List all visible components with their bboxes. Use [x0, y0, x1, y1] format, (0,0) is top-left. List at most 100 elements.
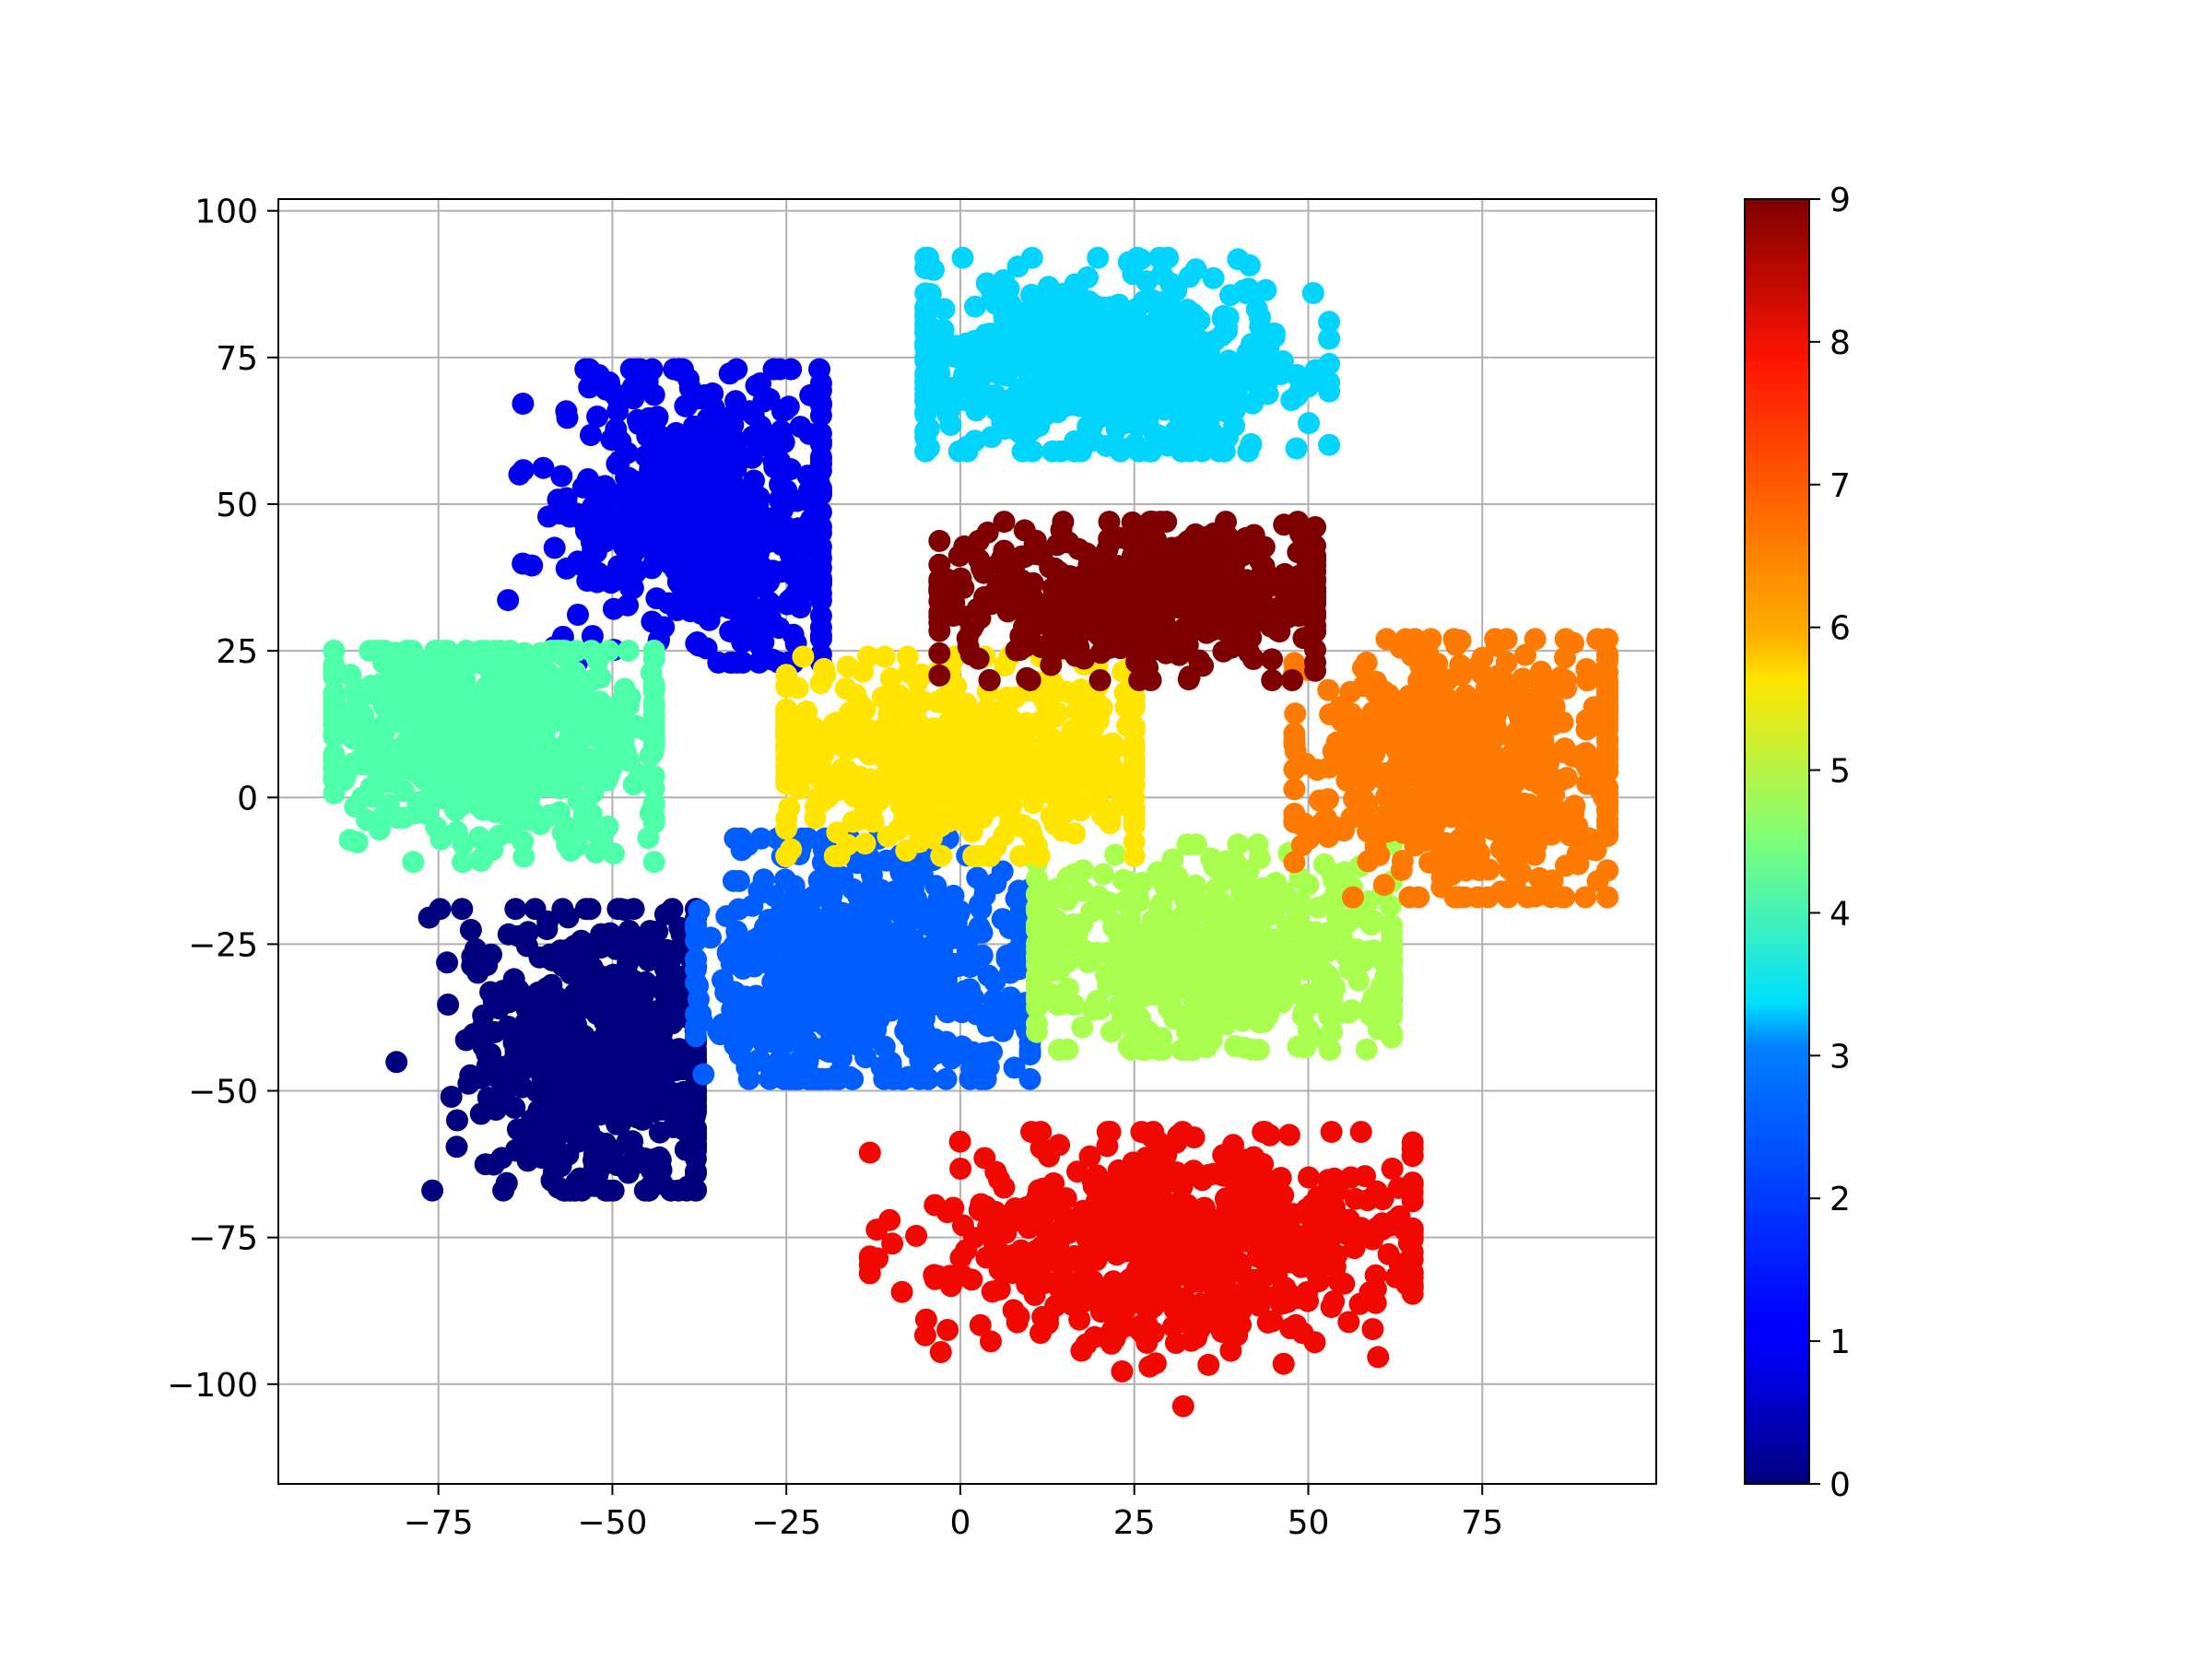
scatter-point — [718, 457, 741, 480]
scatter-point — [1183, 1026, 1206, 1049]
scatter-point — [594, 1152, 618, 1175]
scatter-point — [722, 414, 745, 436]
scatter-point — [323, 765, 346, 788]
scatter-point — [453, 793, 476, 816]
scatter-point — [1249, 315, 1272, 338]
scatter-point — [853, 832, 877, 855]
scatter-point — [1176, 895, 1198, 918]
scatter-point — [1318, 371, 1341, 394]
scatter-point — [826, 821, 849, 844]
scatter-point — [898, 724, 921, 747]
scatter-point — [642, 383, 665, 406]
scatter-point — [1417, 723, 1440, 746]
scatter-point — [1240, 432, 1263, 455]
scatter-point — [1374, 965, 1397, 988]
scatter-point — [1184, 833, 1207, 856]
scatter-point — [809, 616, 832, 639]
scatter-point — [981, 284, 1004, 307]
scatter-point — [617, 466, 640, 489]
scatter-point — [915, 978, 938, 1001]
scatter-point — [445, 1135, 468, 1159]
scatter-point — [1506, 720, 1528, 743]
scatter-point — [930, 844, 953, 867]
scatter-point — [771, 534, 794, 557]
scatter-point — [1217, 306, 1240, 329]
scatter-point — [947, 747, 971, 770]
scatter-point — [1484, 712, 1507, 735]
scatter-point — [1355, 651, 1378, 674]
scatter-point — [1135, 270, 1159, 293]
scatter-point — [760, 954, 782, 977]
scatter-point — [813, 657, 835, 680]
scatter-point — [529, 1110, 552, 1133]
scatter-point — [653, 535, 677, 559]
scatter-point — [912, 1007, 935, 1030]
scatter-point — [696, 497, 719, 520]
scatter-point — [1091, 805, 1114, 828]
scatter-point — [769, 1048, 792, 1071]
scatter-point — [1319, 1039, 1342, 1061]
scatter-point — [657, 592, 680, 615]
scatter-point — [1092, 309, 1115, 332]
scatter-point — [418, 670, 441, 693]
scatter-point — [1129, 248, 1152, 271]
scatter-point — [459, 919, 482, 941]
scatter-point — [1113, 412, 1136, 435]
scatter-point — [1009, 758, 1032, 781]
scatter-point — [438, 771, 461, 794]
scatter-point — [785, 581, 808, 604]
scatter-point — [1058, 336, 1081, 359]
scatter-point — [678, 377, 701, 400]
scatter-point — [647, 424, 670, 447]
scatter-point — [593, 1010, 616, 1033]
scatter-point — [1037, 892, 1060, 915]
scatter-point — [1147, 861, 1170, 884]
scatter-point — [730, 839, 753, 862]
scatter-point — [577, 468, 599, 490]
scatter-point — [583, 1102, 606, 1125]
scatter-point — [966, 354, 989, 376]
scatter-point — [473, 844, 496, 866]
scatter-point — [1540, 823, 1563, 846]
scatter-point — [725, 358, 748, 381]
scatter-point — [837, 953, 860, 976]
scatter-point — [1116, 377, 1139, 400]
scatter-point — [1218, 284, 1241, 307]
scatter-point — [917, 936, 940, 959]
scatter-point — [1009, 844, 1032, 867]
scatter-point — [914, 371, 937, 394]
scatter-point — [637, 1179, 660, 1202]
scatter-point — [606, 523, 629, 546]
scatter-point — [965, 1043, 988, 1066]
scatter-point — [998, 961, 1021, 984]
scatter-point — [809, 589, 832, 612]
scatter-point — [1398, 886, 1421, 909]
scatter-point — [713, 583, 736, 606]
scatter-point — [578, 559, 601, 582]
scatter-point — [1171, 1394, 1194, 1418]
scatter-point — [1476, 734, 1499, 757]
scatter-point — [1138, 327, 1161, 350]
scatter-point — [1179, 336, 1202, 359]
scatter-point — [971, 381, 994, 404]
scatter-point — [962, 844, 985, 867]
scatter-point — [1352, 949, 1375, 972]
scatter-point — [1123, 804, 1146, 827]
scatter-point — [879, 667, 902, 689]
scatter-point — [1301, 282, 1324, 304]
scatter-point — [660, 1083, 683, 1106]
scatter-point — [1224, 850, 1247, 873]
cluster-2 — [685, 827, 1041, 1090]
scatter-point — [917, 735, 940, 759]
scatter-point — [1101, 732, 1124, 755]
scatter-point — [747, 572, 771, 595]
scatter-point — [1551, 740, 1573, 763]
scatter-point — [555, 557, 578, 580]
scatter-point — [620, 1000, 643, 1023]
scatter-point — [453, 668, 477, 691]
scatter-point — [994, 418, 1017, 441]
scatter-point — [768, 922, 790, 944]
scatter-point — [1381, 1158, 1404, 1180]
scatter-point — [1179, 1005, 1202, 1028]
scatter-point — [888, 769, 912, 791]
